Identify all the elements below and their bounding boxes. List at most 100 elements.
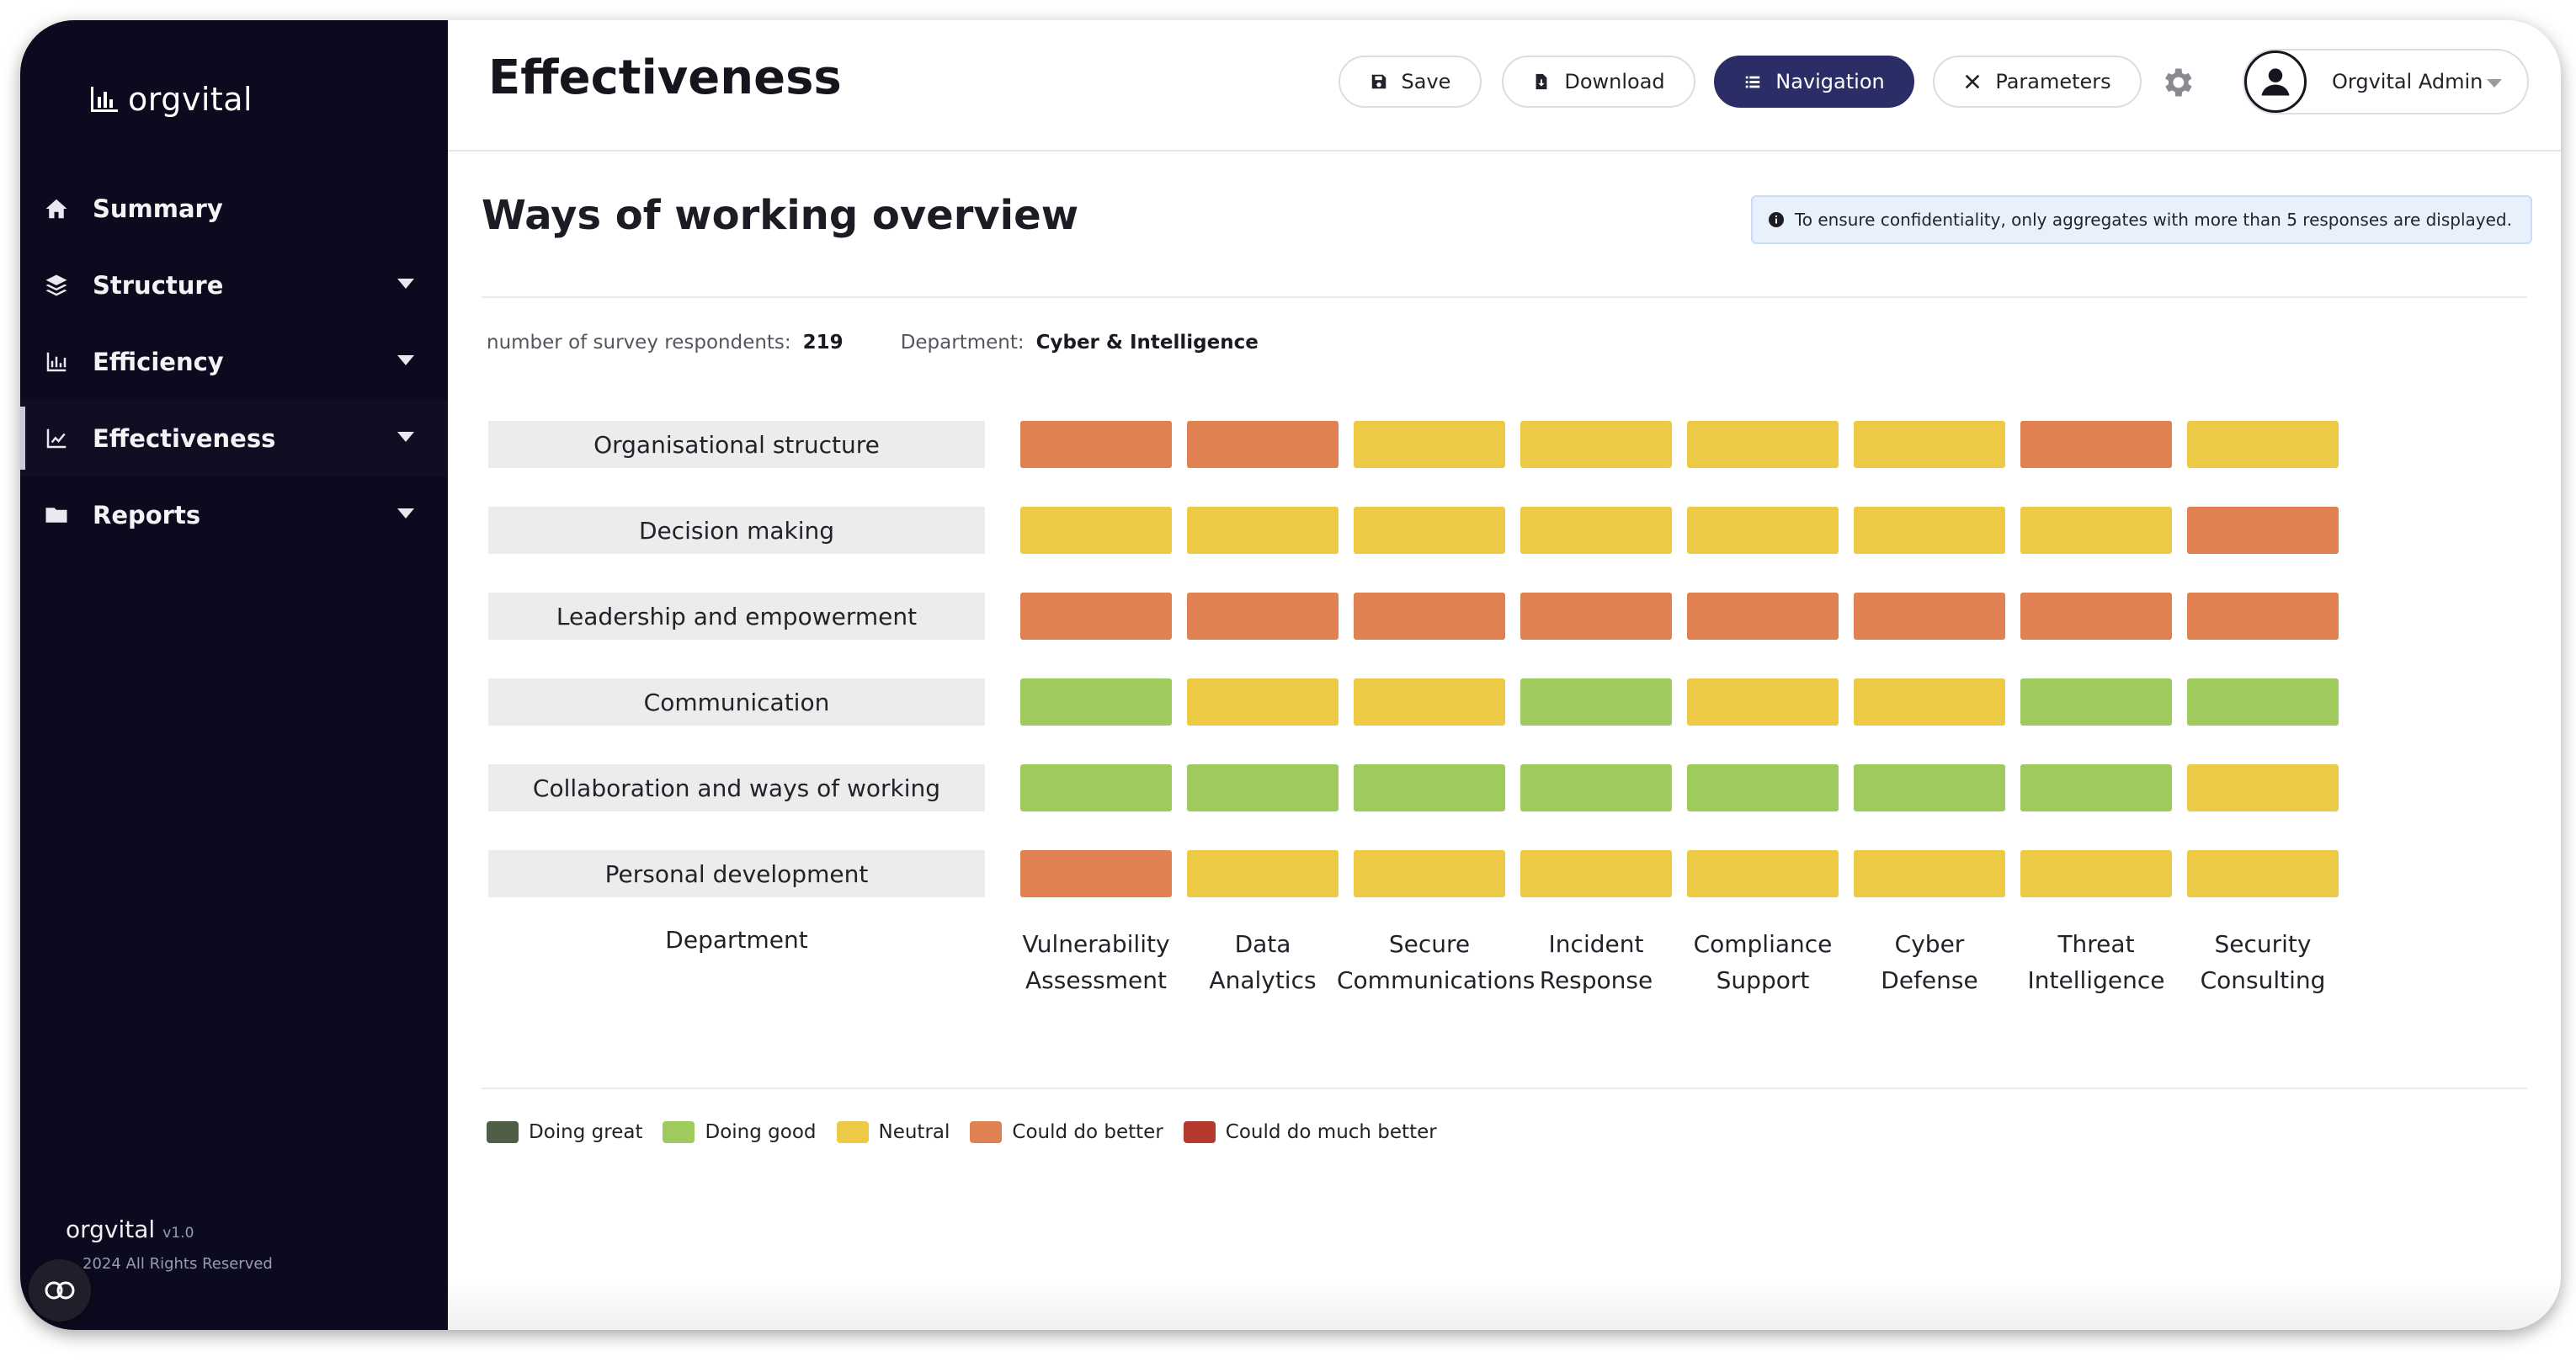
- heatmap-cell[interactable]: [1687, 850, 1839, 897]
- heatmap-cell[interactable]: [1187, 678, 1339, 726]
- legend-item: Doing good: [663, 1121, 817, 1143]
- sidebar: orgvital Summary Structure Efficie: [20, 20, 448, 1330]
- heatmap-cell[interactable]: [1854, 850, 2005, 897]
- heatmap-cell[interactable]: [2020, 678, 2172, 726]
- chart-legend: Doing great Doing good Neutral Could do bet…: [487, 1121, 1437, 1143]
- heatmap-cell[interactable]: [1187, 421, 1339, 468]
- heatmap-cell[interactable]: [1854, 593, 2005, 640]
- logo-bar-chart-icon: [91, 87, 118, 112]
- heatmap-cell[interactable]: [1854, 421, 2005, 468]
- heatmap-cell[interactable]: [1520, 850, 1672, 897]
- download-button[interactable]: Download: [1502, 56, 1695, 108]
- heatmap-cell[interactable]: [1687, 678, 1839, 726]
- chevron-down-icon[interactable]: [397, 432, 414, 442]
- heatmap-cell[interactable]: [2187, 764, 2339, 811]
- parameters-label: Parameters: [1995, 70, 2111, 93]
- column-label: Cyber Defense: [1881, 930, 1978, 994]
- row-label: Collaboration and ways of working: [488, 764, 985, 811]
- user-menu[interactable]: Orgvital Admin: [2243, 49, 2529, 114]
- heatmap-cell[interactable]: [1354, 764, 1505, 811]
- heatmap-cell[interactable]: [2020, 507, 2172, 554]
- navigation-button[interactable]: Navigation: [1714, 56, 1914, 108]
- heatmap-cell[interactable]: [1687, 593, 1839, 640]
- heatmap-cell[interactable]: [1687, 507, 1839, 554]
- brand-logo[interactable]: orgvital: [89, 81, 253, 118]
- heatmap-cell[interactable]: [1520, 593, 1672, 640]
- chevron-down-icon[interactable]: [397, 355, 414, 365]
- heatmap-cell[interactable]: [1520, 421, 1672, 468]
- heatmap-cell[interactable]: [1020, 421, 1172, 468]
- legend-label: Could do better: [1012, 1121, 1163, 1143]
- heatmap-cell[interactable]: [1020, 593, 1172, 640]
- heatmap-cell[interactable]: [1854, 764, 2005, 811]
- heatmap-cell[interactable]: [1020, 678, 1172, 726]
- chevron-down-icon[interactable]: [397, 508, 414, 519]
- parameters-button[interactable]: Parameters: [1933, 56, 2142, 108]
- footer-brand: orgvital: [66, 1215, 156, 1243]
- heatmap-cell[interactable]: [2020, 764, 2172, 811]
- heatmap-cell[interactable]: [1020, 850, 1172, 897]
- download-label: Download: [1564, 70, 1665, 93]
- heatmap-cell[interactable]: [2020, 421, 2172, 468]
- notice-text: To ensure confidentiality, only aggregat…: [1794, 210, 2512, 230]
- legend-item: Could do much better: [1183, 1121, 1437, 1143]
- main-content: Ways of working overview To ensure confi…: [448, 153, 2561, 1330]
- sidebar-item-structure[interactable]: Structure: [20, 247, 448, 323]
- sidebar-item-effectiveness[interactable]: Effectiveness: [20, 400, 448, 476]
- heatmap-cell[interactable]: [1354, 421, 1505, 468]
- navigation-label: Navigation: [1775, 70, 1885, 93]
- avatar: [2244, 51, 2307, 113]
- heatmap-cell[interactable]: [1687, 421, 1839, 468]
- heatmap-cell[interactable]: [1520, 678, 1672, 726]
- heatmap-cell[interactable]: [1187, 764, 1339, 811]
- footer-version: v1.0: [162, 1225, 194, 1242]
- chevron-down-icon[interactable]: [397, 279, 414, 289]
- heatmap-cell[interactable]: [2187, 507, 2339, 554]
- heatmap-cell[interactable]: [1687, 764, 1839, 811]
- heatmap-cell[interactable]: [1854, 678, 2005, 726]
- legend-swatch: [1183, 1121, 1216, 1143]
- legend-item: Doing great: [487, 1121, 642, 1143]
- heatmap-cell[interactable]: [2187, 678, 2339, 726]
- tools-icon: [1966, 74, 1980, 89]
- heatmap-cell[interactable]: [1354, 850, 1505, 897]
- sidebar-item-reports[interactable]: Reports: [20, 476, 448, 553]
- sidebar-item-summary[interactable]: Summary: [20, 170, 448, 247]
- heatmap-cell[interactable]: [1520, 507, 1672, 554]
- app-window: orgvital Summary Structure Efficie: [20, 20, 2561, 1330]
- top-header: Effectiveness Save Download Navigation P…: [448, 20, 2561, 152]
- heatmap-cell[interactable]: [2187, 593, 2339, 640]
- cc-badge[interactable]: [29, 1259, 91, 1322]
- file-download-icon: [1535, 73, 1547, 90]
- heatmap-cell[interactable]: [2020, 850, 2172, 897]
- heatmap-cell[interactable]: [1354, 507, 1505, 554]
- settings-gear-icon[interactable]: [2158, 64, 2195, 101]
- heatmap-cell[interactable]: [2020, 593, 2172, 640]
- sidebar-item-label: Effectiveness: [93, 423, 276, 453]
- heatmap-cell[interactable]: [1020, 507, 1172, 554]
- list-icon: [1746, 76, 1760, 88]
- page-title: Effectiveness: [488, 51, 842, 105]
- heatmap-cell[interactable]: [1020, 764, 1172, 811]
- sidebar-item-efficiency[interactable]: Efficiency: [20, 323, 448, 400]
- department-value: Cyber & Intelligence: [1035, 332, 1259, 354]
- heatmap-cell[interactable]: [1854, 507, 2005, 554]
- heatmap-cell[interactable]: [1187, 593, 1339, 640]
- heatmap-cell[interactable]: [1187, 507, 1339, 554]
- heatmap-cell[interactable]: [2187, 850, 2339, 897]
- column-label: Compliance Support: [1693, 930, 1833, 994]
- creative-commons-icon: [45, 1281, 75, 1300]
- heatmap-cell[interactable]: [2187, 421, 2339, 468]
- heatmap-cell[interactable]: [1187, 850, 1339, 897]
- column-label: Incident Response: [1539, 930, 1653, 994]
- heatmap-cell[interactable]: [1520, 764, 1672, 811]
- department-label: Department:: [900, 332, 1025, 354]
- user-name: Orgvital Admin: [2332, 70, 2483, 93]
- row-label: Organisational structure: [488, 421, 985, 468]
- save-icon: [1371, 74, 1386, 89]
- save-button[interactable]: Save: [1339, 56, 1482, 108]
- row-label: Decision making: [488, 507, 985, 554]
- heatmap-cell[interactable]: [1354, 678, 1505, 726]
- sidebar-item-label: Summary: [93, 194, 223, 223]
- heatmap-cell[interactable]: [1354, 593, 1505, 640]
